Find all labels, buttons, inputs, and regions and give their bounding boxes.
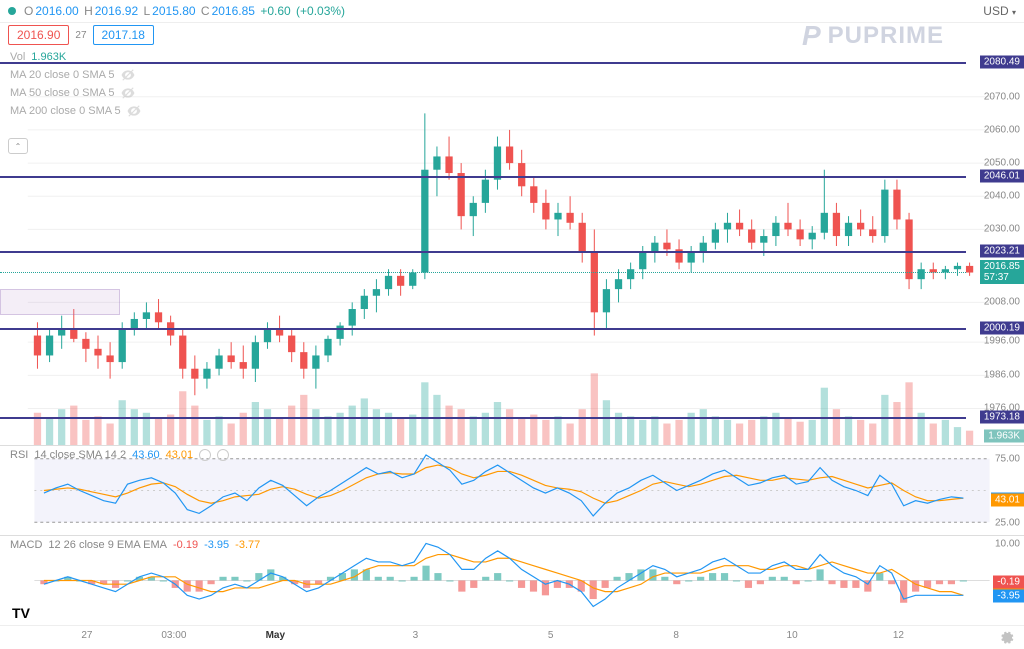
settings-icon[interactable] [217, 449, 229, 461]
macd-header[interactable]: MACD 12 26 close 9 EMA EMA -0.19 -3.95 -… [10, 539, 260, 551]
currency-selector[interactable]: USD ▾ [983, 4, 1016, 18]
bid-price[interactable]: 2016.90 [8, 25, 69, 45]
ma20-indicator[interactable]: MA 20 close 0 SMA 5 [10, 66, 141, 84]
drawn-zone[interactable] [0, 289, 120, 315]
ma50-indicator[interactable]: MA 50 close 0 SMA 5 [10, 84, 141, 102]
indicator-list: Vol 1.963K MA 20 close 0 SMA 5 MA 50 clo… [10, 48, 141, 120]
time-axis[interactable]: 2703:00May3581012 [0, 625, 1024, 649]
price-chart-panel[interactable]: 1976.001986.001996.002008.002030.002040.… [0, 47, 1024, 445]
rsi-header[interactable]: RSI 14 close SMA 14 2 43.60 43.01 [10, 449, 229, 461]
brand-watermark: P PUPRIME [802, 20, 944, 52]
settings-icon[interactable] [199, 449, 211, 461]
macd-panel[interactable]: MACD 12 26 close 9 EMA EMA -0.19 -3.95 -… [0, 535, 1024, 625]
status-dot [8, 7, 16, 15]
volume-indicator[interactable]: Vol 1.963K [10, 48, 141, 66]
spread: 27 [75, 30, 86, 41]
tradingview-logo: TV [12, 605, 27, 621]
ohlc-summary: O2016.00 H2016.92 L2015.80 C2016.85 +0.6… [24, 4, 347, 18]
settings-gear-icon[interactable] [998, 629, 1014, 645]
visibility-icon[interactable] [121, 86, 135, 100]
visibility-icon[interactable] [121, 68, 135, 82]
visibility-icon[interactable] [127, 104, 141, 118]
ask-price[interactable]: 2017.18 [93, 25, 154, 45]
brand-icon: P [802, 20, 822, 52]
rsi-panel[interactable]: RSI 14 close SMA 14 2 43.60 43.01 25.007… [0, 445, 1024, 535]
collapse-indicators-button[interactable]: ⌃ [8, 138, 28, 154]
ma200-indicator[interactable]: MA 200 close 0 SMA 5 [10, 102, 141, 120]
